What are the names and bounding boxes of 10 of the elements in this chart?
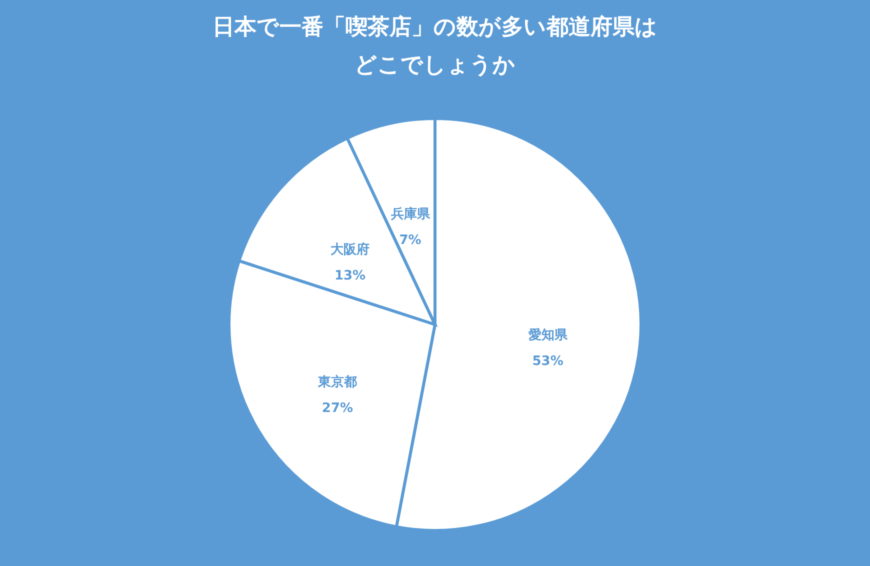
data-label: 13% (334, 268, 366, 284)
slice-label: 愛知県 (528, 327, 568, 344)
chart-subtitle: どこでしょうか (354, 53, 516, 78)
data-label: 53% (532, 354, 564, 370)
slice-label: 東京都 (316, 374, 357, 390)
data-label: 7% (399, 232, 422, 248)
slice-label: 大阪府 (330, 242, 370, 258)
data-label: 27% (322, 401, 354, 416)
slice-label: 兵庫県 (390, 206, 431, 222)
chart-title: 日本で一番「喫茶店」の数が多い都道府県は (212, 14, 658, 40)
